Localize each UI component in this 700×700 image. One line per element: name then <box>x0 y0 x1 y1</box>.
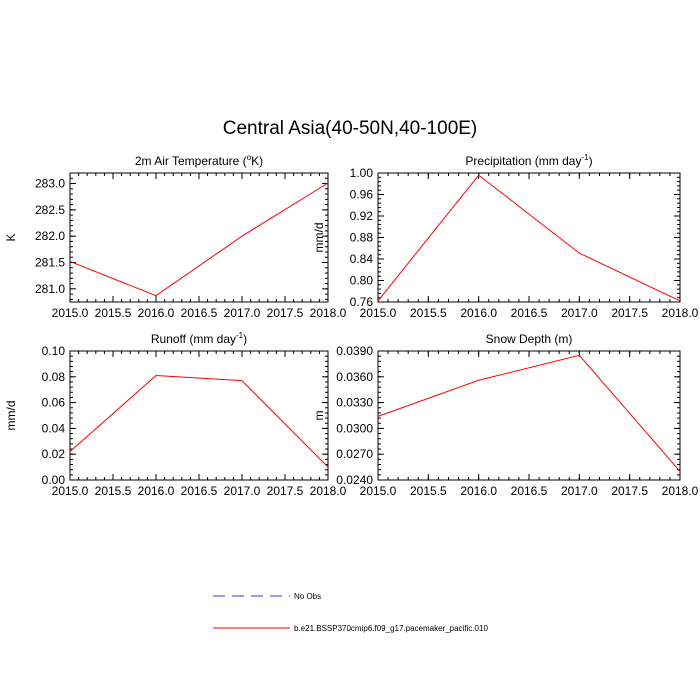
series-line <box>377 354 681 472</box>
y-tick-label: 0.04 <box>42 421 66 435</box>
y-tick-label: 0.0240 <box>336 473 373 487</box>
chart-panel-1: 2015.0 2015.5 2016.0 2016.5 2017.0 2017.5 2018… <box>4 153 347 320</box>
x-tick-label: 2015.5 <box>410 484 447 498</box>
y-tick-label: 281.0 <box>35 282 65 296</box>
y-tick-label: 0.0270 <box>336 447 373 461</box>
y-tick-label: 1.00 <box>350 166 374 180</box>
x-tick-label: 2016.0 <box>138 484 175 498</box>
x-tick-label: 2016.5 <box>511 484 548 498</box>
x-tick-label: 2015.5 <box>95 306 132 320</box>
chart-panel-2: 2015.0 2015.5 2016.0 2016.5 2017.0 2017.5 2018… <box>312 153 699 320</box>
y-axis-label: mm/d <box>4 401 18 431</box>
x-tick-label: 2018.0 <box>662 484 699 498</box>
x-tick-label: 2016.5 <box>181 306 218 320</box>
series-line <box>377 174 681 302</box>
panel-title: Precipitation (mm day-1) <box>465 153 592 168</box>
x-tick-label: 2015.5 <box>95 484 132 498</box>
y-tick-label: 282.5 <box>35 203 65 217</box>
x-tick-label: 2015.0 <box>360 306 397 320</box>
y-axis-label: m <box>312 411 326 421</box>
chart-panel-3: 2015.0 2015.5 2016.0 2016.5 2017.0 2017.5 2018… <box>4 331 347 498</box>
x-tick-label: 2018.0 <box>662 306 699 320</box>
y-tick-label: 0.02 <box>42 447 66 461</box>
y-tick-label: 0.10 <box>42 344 66 358</box>
plot-frame <box>377 172 681 303</box>
y-tick-label: 0.84 <box>350 252 374 266</box>
x-tick-label: 2017.5 <box>267 484 304 498</box>
x-tick-label: 2016.5 <box>181 484 218 498</box>
x-tick-label: 2017.0 <box>224 484 261 498</box>
series-line <box>69 374 329 468</box>
plot-frame <box>69 350 329 481</box>
x-tick-label: 2016.0 <box>460 484 497 498</box>
x-tick-label: 2016.0 <box>460 306 497 320</box>
legend-label: b.e21.BSSP370cmip6.f09_g17.pacemaker_pac… <box>294 624 488 633</box>
y-axis-label: mm/d <box>312 223 326 253</box>
y-tick-label: 0.76 <box>350 295 374 309</box>
x-tick-label: 2015.0 <box>52 484 89 498</box>
panel-title: 2m Air Temperature (oK) <box>135 153 263 168</box>
y-tick-label: 0.80 <box>350 274 374 288</box>
panel-title: Snow Depth (m) <box>486 332 573 346</box>
y-tick-label: 0.0300 <box>336 421 373 435</box>
y-tick-label: 281.5 <box>35 256 65 270</box>
series-line <box>69 182 329 297</box>
x-tick-label: 2018.0 <box>310 306 347 320</box>
panel-title: Runoff (mm day-1) <box>151 331 247 346</box>
x-tick-label: 2015.0 <box>360 484 397 498</box>
chart-panel-4: 2015.0 2015.5 2016.0 2016.5 2017.0 2017.5 2018… <box>312 332 699 498</box>
plot-frame <box>377 350 681 481</box>
y-tick-label: 0.88 <box>350 231 374 245</box>
x-tick-label: 2017.5 <box>611 484 648 498</box>
y-tick-label: 0.0360 <box>336 370 373 384</box>
x-tick-label: 2015.5 <box>410 306 447 320</box>
y-tick-label: 0.06 <box>42 396 66 410</box>
plot-frame <box>69 172 329 303</box>
x-tick-label: 2015.0 <box>52 306 89 320</box>
x-tick-label: 2017.0 <box>224 306 261 320</box>
y-tick-label: 0.92 <box>350 209 374 223</box>
legend-label: No Obs <box>294 592 321 601</box>
x-tick-label: 2016.5 <box>511 306 548 320</box>
x-tick-label: 2017.0 <box>561 306 598 320</box>
y-tick-label: 283.0 <box>35 177 65 191</box>
x-tick-label: 2017.5 <box>267 306 304 320</box>
x-tick-label: 2016.0 <box>138 306 175 320</box>
legend: No Obs b.e21.BSSP370cmip6.f09_g17.pacemak… <box>213 592 488 633</box>
x-tick-label: 2018.0 <box>310 484 347 498</box>
y-tick-label: 0.0330 <box>336 396 373 410</box>
x-tick-label: 2017.5 <box>611 306 648 320</box>
y-tick-label: 282.0 <box>35 229 65 243</box>
figure-title: Central Asia(40-50N,40-100E) <box>222 118 478 139</box>
y-tick-label: 0.96 <box>350 188 374 202</box>
y-axis-label: K <box>4 233 18 241</box>
y-tick-label: 0.0390 <box>336 344 373 358</box>
x-tick-label: 2017.0 <box>561 484 598 498</box>
y-tick-label: 0.00 <box>42 473 66 487</box>
y-tick-label: 0.08 <box>42 370 66 384</box>
